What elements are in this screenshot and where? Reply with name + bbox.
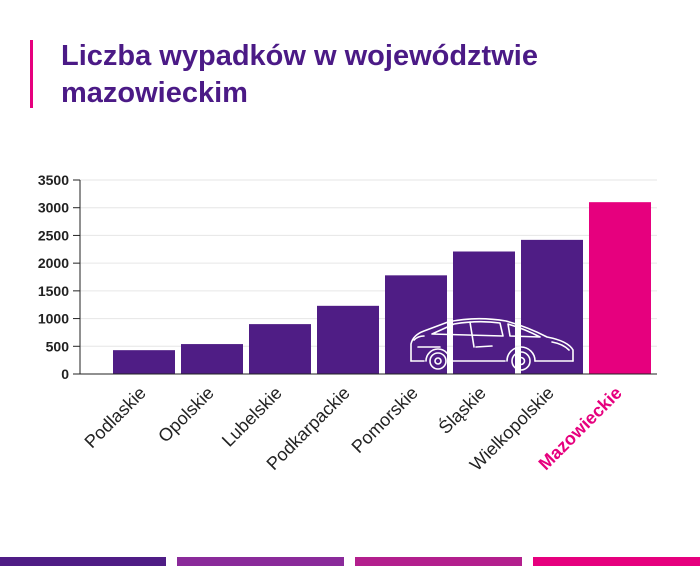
axes xyxy=(73,179,657,375)
x-axis-tick-labels: Podlaskie Opolskie LubelskiePodkarpackiePo… xyxy=(80,382,625,475)
x-tick-label: Opolskie xyxy=(154,383,218,447)
bar-opolskie xyxy=(181,344,243,374)
bar-śląskie xyxy=(453,251,515,374)
y-tick-label: 2500 xyxy=(38,227,69,243)
x-tick-label: Pomorskie xyxy=(348,383,422,457)
y-tick-label: 1000 xyxy=(38,311,69,327)
bar-mazowieckie xyxy=(589,202,651,374)
x-tick-label: Podlaskie xyxy=(80,383,149,452)
title-accent-bar xyxy=(30,40,33,108)
bar-pomorskie xyxy=(385,275,447,374)
y-tick-label: 0 xyxy=(61,366,69,382)
y-tick-label: 2000 xyxy=(38,255,69,271)
x-tick-label: Śląskie xyxy=(434,382,490,438)
y-tick-label: 500 xyxy=(46,338,70,354)
y-tick-label: 3500 xyxy=(38,172,69,188)
y-tick-label: 1500 xyxy=(38,283,69,299)
bottom-strip-1 xyxy=(0,557,166,566)
bars xyxy=(113,202,651,374)
bar-podkarpackie xyxy=(317,305,379,374)
bar-podlaskie xyxy=(113,350,175,374)
y-tick-label: 3000 xyxy=(38,200,69,216)
bottom-strip-2 xyxy=(177,557,344,566)
bottom-strip-4 xyxy=(533,557,700,566)
x-tick-label: Lubelskie xyxy=(218,383,286,451)
car-icon xyxy=(410,317,574,371)
chart-title: Liczba wypadków w województwie mazowieck… xyxy=(61,40,538,109)
bottom-strip-3 xyxy=(355,557,522,566)
bar-lubelskie xyxy=(249,324,311,374)
y-axis-tick-labels: 0 500 1000 1500 2000 2500 3000 3500 xyxy=(38,172,69,382)
